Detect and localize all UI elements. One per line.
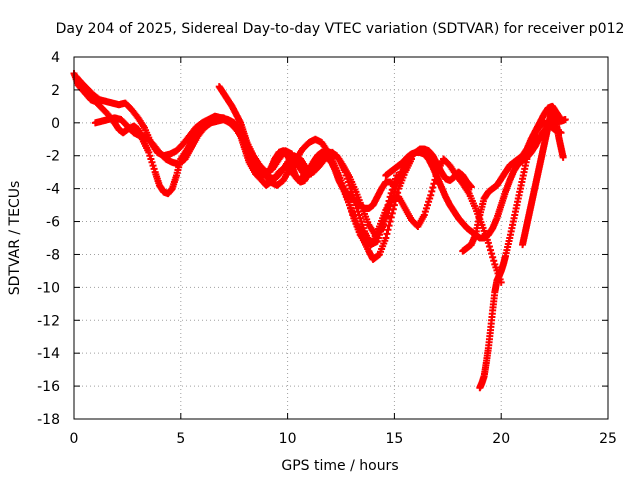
data-points	[70, 69, 569, 392]
y-axis-label: SDTVAR / TECUs	[7, 181, 23, 296]
x-tick-label: 15	[385, 431, 403, 447]
y-axis-ticks: 4 2 0 -2 -4 -6 -8 -10 -12 -14 -16 -18	[37, 50, 608, 428]
y-tick-label: -8	[46, 247, 60, 263]
data-point	[559, 153, 567, 161]
data-point	[488, 250, 496, 258]
data-point	[489, 253, 497, 261]
y-tick-label: 4	[51, 50, 60, 66]
data-point	[382, 234, 390, 242]
y-tick-label: -6	[46, 215, 60, 231]
plot-frame	[73, 56, 609, 420]
data-point	[428, 187, 436, 195]
data-point	[427, 191, 435, 199]
data-point	[385, 222, 393, 230]
y-tick-label: 2	[51, 83, 60, 99]
y-tick-label: 0	[51, 116, 60, 132]
data-point	[387, 213, 395, 221]
y-tick-label: -16	[37, 379, 60, 395]
data-series	[476, 119, 565, 392]
data-point	[484, 239, 492, 247]
grid-lines	[74, 57, 608, 419]
data-series	[519, 106, 567, 249]
x-tick-label: 25	[599, 431, 617, 447]
y-tick-label: -14	[37, 346, 60, 362]
data-point	[487, 246, 495, 254]
data-point	[387, 189, 395, 197]
chart-title: Day 204 of 2025, Sidereal Day-to-day VTE…	[56, 21, 625, 37]
data-point	[429, 184, 437, 192]
data-point	[485, 243, 493, 251]
y-tick-label: -4	[46, 182, 60, 198]
x-tick-label: 10	[279, 431, 297, 447]
data-point	[384, 226, 392, 234]
x-axis-label: GPS time / hours	[281, 458, 398, 474]
data-point	[383, 230, 391, 238]
y-tick-label: -2	[46, 149, 60, 165]
x-axis-ticks: 0 5 10 15 20 25	[70, 57, 617, 447]
data-point	[467, 183, 475, 191]
data-point	[490, 257, 498, 265]
x-tick-label: 5	[176, 431, 185, 447]
y-tick-label: -12	[37, 313, 60, 329]
y-tick-label: -10	[37, 280, 60, 296]
data-point	[430, 180, 438, 188]
x-tick-label: 20	[492, 431, 510, 447]
x-tick-label: 0	[70, 431, 79, 447]
y-tick-label: -18	[37, 412, 60, 428]
